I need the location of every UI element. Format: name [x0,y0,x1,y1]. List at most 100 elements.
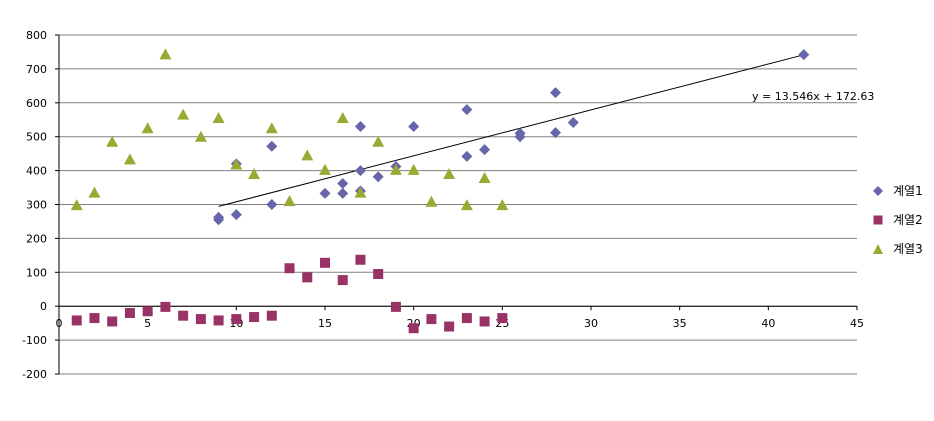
x-tick-label: 40 [761,317,775,330]
x-tick-labels: 051015202530354045 [56,306,864,330]
triangle-marker-icon [873,243,883,254]
trendline-equation: y = 13.546x + 172.63 [752,90,874,103]
series-2-point [107,316,118,327]
series-3-point [70,199,83,211]
series-3-point [478,172,491,184]
series-3-point [248,167,261,179]
series-2-point [408,323,419,334]
square-marker-icon [873,215,883,224]
series-3-point [301,149,314,161]
x-tick-label: 35 [673,317,687,330]
y-tick-label: 400 [26,165,47,178]
diamond-marker-icon [873,185,883,196]
y-tick-label: 800 [26,29,47,42]
series-3-point [336,112,349,124]
y-tick-label: -100 [22,334,47,347]
series-1-point [550,127,562,139]
y-tick-label: 200 [26,232,47,245]
series-2-point [124,307,135,318]
series-2-point [390,301,401,312]
y-tick-label: 500 [26,131,47,144]
legend: 계열1 계열2 계열3 [872,176,934,263]
x-tick-label: 15 [318,317,332,330]
series-1-point [354,121,366,133]
x-tick-label: 0 [56,317,63,330]
series-2-point [213,315,224,326]
series-2-point [302,272,313,283]
y-tick-label: 0 [40,300,47,313]
y-tick-label: 100 [26,266,47,279]
legend-label-series-2: 계열2 [893,213,923,227]
series-2-point [142,306,153,317]
series-2-point [195,314,206,325]
series-1-point [798,49,810,61]
series-2-point [71,315,82,326]
series-1-point [479,144,491,156]
series-1-point [266,199,278,210]
series-2-point [479,316,490,327]
series-2-point [178,310,189,321]
series-2-point [497,313,508,324]
y-tick-label: 600 [26,97,47,110]
series-2-point [284,263,295,274]
series-3-point [425,195,438,207]
series-2-point [249,312,260,323]
series-1-point [408,121,420,133]
series-3-point [389,163,402,175]
series-2-point [231,314,242,325]
series-3-point [265,122,278,134]
trendline [218,54,804,207]
series-1-point [337,187,349,199]
data-points [70,48,810,334]
series-3-point [194,130,207,142]
series-3-point [88,186,101,198]
series-2-point [266,310,277,321]
series-3-point [443,167,456,179]
series-2-point [444,321,455,332]
series-2-point [373,268,384,279]
series-3-point [460,199,473,211]
series-1-point [319,187,331,199]
series-2-point [89,313,100,324]
series-3-point [177,108,190,120]
series-1-point [213,211,225,223]
y-tick-label: 700 [26,63,47,76]
series-3-point [372,135,385,147]
series-1-point [461,104,473,116]
series-1-point [266,140,278,152]
series-2-point [355,254,366,265]
series-1-point [567,116,579,128]
legend-label-series-3: 계열3 [893,242,923,256]
x-tick-label: 5 [144,317,151,330]
series-1-point [514,127,526,139]
series-3-point [283,195,296,207]
series-2-point [320,257,330,268]
series-3-point [123,153,136,165]
series-3-point [106,135,119,147]
legend-item-series-2: 계열2 [872,205,934,234]
legend-item-series-1: 계열1 [872,176,934,205]
series-2-point [160,301,171,312]
series-1-point [230,209,242,221]
series-2-point [461,313,472,324]
legend-label-series-1: 계열1 [893,184,923,198]
series-3-point [159,48,172,60]
series-3-point [407,163,420,175]
series-3-point [230,158,243,170]
y-tick-label: 300 [26,199,47,212]
series-3-point [319,163,331,175]
series-1-point [550,87,562,99]
series-3-point [141,122,154,134]
series-1-point [372,171,384,183]
series-3-point [212,112,225,124]
series-2-point [337,275,348,286]
x-tick-label: 30 [584,317,598,330]
y-tick-labels: -200 -100 0 100 200 300 400 500 600 700 800 [22,29,47,381]
x-tick-label: 45 [850,317,864,330]
legend-item-series-3: 계열3 [872,234,934,263]
y-tick-label: -200 [22,368,47,381]
series-1-point [337,177,349,189]
series-3-point [354,186,367,198]
series-3-point [496,199,509,211]
